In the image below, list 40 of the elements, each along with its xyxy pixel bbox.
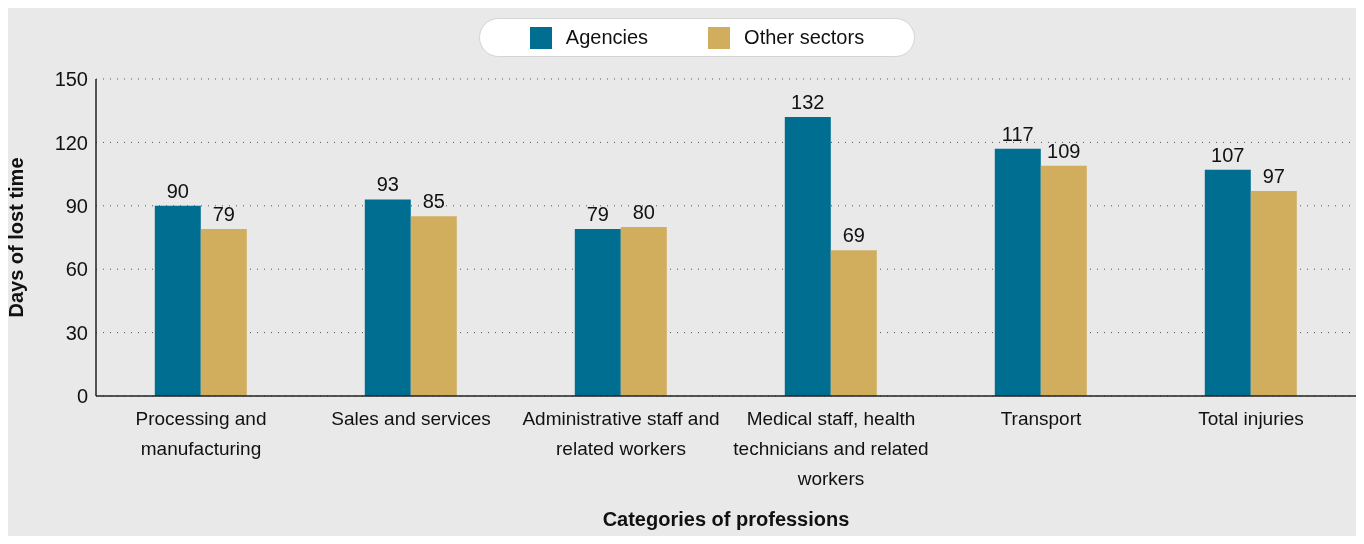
x-tick-label: Medical staff, health technicians and related workers [733, 408, 929, 490]
bar [574, 229, 621, 396]
data-label: 109 [1047, 139, 1081, 162]
bar [364, 199, 411, 396]
y-tick-label: 30 [65, 321, 88, 344]
data-label: 107 [1211, 143, 1245, 166]
y-axis-title: Days of lost time [5, 157, 28, 318]
data-label: 90 [166, 179, 189, 202]
legend-label: Agencies [565, 26, 649, 49]
bar [620, 226, 667, 396]
data-label: 85 [422, 190, 445, 213]
legend-label: Other sectors [744, 26, 865, 49]
bar [784, 117, 831, 396]
bar [200, 229, 247, 396]
data-label: 80 [632, 200, 655, 223]
bar [154, 205, 201, 396]
bar [1204, 169, 1251, 396]
x-tick-label: Administrative staff and related workers [522, 408, 720, 460]
y-tick-label: 150 [54, 68, 88, 91]
x-axis-title: Categories of professions [602, 508, 850, 530]
y-tick-label: 60 [65, 258, 88, 281]
data-label: 69 [842, 224, 865, 247]
data-label: 79 [212, 203, 235, 226]
x-tick-label: Sales and services [331, 408, 491, 430]
y-tick-label: 0 [76, 385, 88, 408]
data-label: 117 [1001, 122, 1034, 145]
data-label: 93 [376, 173, 399, 196]
bar [1250, 191, 1297, 396]
data-label: 79 [586, 203, 609, 226]
x-tick-label: Transport [1000, 408, 1083, 430]
data-label: 97 [1262, 165, 1285, 188]
x-tick-label: Total injuries [1198, 408, 1304, 430]
bar [410, 216, 457, 396]
y-tick-label: 120 [54, 131, 88, 154]
bar [994, 148, 1041, 396]
data-label: 132 [791, 91, 825, 114]
x-tick-label: Processing and manufacturing [135, 408, 267, 460]
bar [1040, 165, 1087, 396]
bar [830, 250, 877, 396]
y-tick-label: 90 [65, 194, 88, 217]
